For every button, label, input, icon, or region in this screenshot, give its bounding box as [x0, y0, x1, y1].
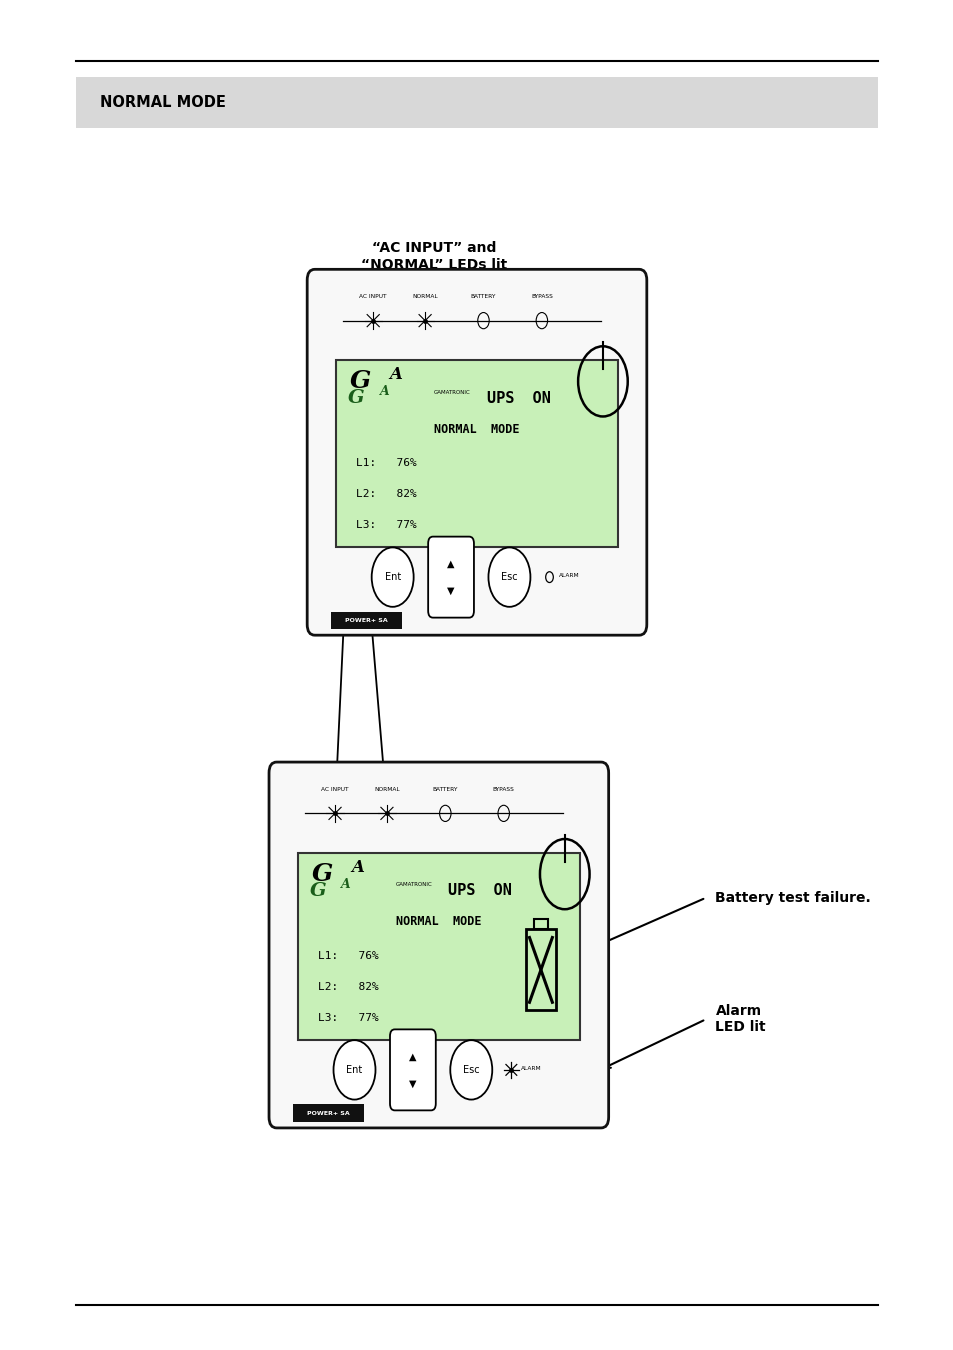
Text: BYPASS: BYPASS — [531, 294, 552, 298]
Text: Esc: Esc — [462, 1065, 479, 1075]
FancyBboxPatch shape — [428, 536, 474, 617]
Text: POWER+ SA: POWER+ SA — [307, 1111, 350, 1115]
Text: G: G — [309, 882, 326, 900]
Text: A: A — [341, 878, 351, 891]
Circle shape — [488, 547, 530, 608]
Text: NORMAL MODE: NORMAL MODE — [100, 95, 226, 111]
Text: L1:   76%: L1: 76% — [355, 458, 416, 468]
Text: NORMAL: NORMAL — [374, 787, 399, 791]
Text: BATTERY: BATTERY — [433, 787, 457, 791]
Text: UPS  ON: UPS ON — [486, 390, 550, 405]
Text: Ent: Ent — [346, 1065, 362, 1075]
FancyBboxPatch shape — [335, 360, 618, 547]
FancyBboxPatch shape — [269, 761, 608, 1129]
FancyBboxPatch shape — [390, 1029, 436, 1110]
Circle shape — [334, 1040, 375, 1099]
Text: NORMAL: NORMAL — [412, 294, 437, 298]
FancyBboxPatch shape — [307, 269, 646, 634]
Text: GAMATRONIC: GAMATRONIC — [434, 390, 471, 394]
Text: LEDs lit: LEDs lit — [318, 580, 377, 594]
Text: NORMAL  MODE: NORMAL MODE — [395, 915, 481, 929]
Text: ALARM: ALARM — [558, 574, 579, 578]
FancyBboxPatch shape — [297, 853, 579, 1040]
Text: G: G — [350, 370, 371, 393]
Text: “AC INPUT” and
“NORMAL” LEDs lit: “AC INPUT” and “NORMAL” LEDs lit — [360, 242, 507, 271]
Text: Ent: Ent — [384, 572, 400, 582]
Text: ▲: ▲ — [409, 1052, 416, 1061]
Circle shape — [450, 1040, 492, 1099]
Circle shape — [372, 547, 414, 608]
Text: A: A — [389, 366, 402, 383]
Text: ▼: ▼ — [409, 1079, 416, 1088]
Text: AC INPUT: AC INPUT — [359, 294, 387, 298]
Text: GAMATRONIC: GAMATRONIC — [395, 883, 433, 887]
Text: L3:   77%: L3: 77% — [317, 1012, 378, 1023]
FancyBboxPatch shape — [534, 918, 547, 929]
Text: ▲: ▲ — [447, 559, 455, 568]
Text: A: A — [351, 859, 364, 876]
FancyBboxPatch shape — [76, 77, 877, 128]
Text: UPS  ON: UPS ON — [448, 883, 512, 898]
Text: L2:   82%: L2: 82% — [317, 981, 378, 992]
FancyBboxPatch shape — [525, 929, 556, 1010]
Text: G: G — [312, 863, 333, 886]
Text: Alarm
LED lit: Alarm LED lit — [715, 1004, 765, 1034]
Text: Battery test failure.: Battery test failure. — [715, 891, 870, 904]
Text: AC INPUT: AC INPUT — [321, 787, 349, 791]
Text: ▼: ▼ — [447, 586, 455, 595]
Text: ALARM: ALARM — [520, 1066, 541, 1071]
Text: Esc: Esc — [500, 572, 517, 582]
FancyBboxPatch shape — [331, 612, 402, 629]
Text: L3:   77%: L3: 77% — [355, 520, 416, 531]
Text: A: A — [379, 385, 389, 398]
Text: POWER+ SA: POWER+ SA — [345, 618, 388, 622]
Text: L1:   76%: L1: 76% — [317, 950, 378, 961]
Text: BYPASS: BYPASS — [493, 787, 514, 791]
FancyBboxPatch shape — [293, 1104, 364, 1122]
Text: L2:   82%: L2: 82% — [355, 489, 416, 500]
Text: BATTERY: BATTERY — [471, 294, 496, 298]
Text: G: G — [347, 389, 364, 408]
Text: NORMAL  MODE: NORMAL MODE — [434, 423, 519, 436]
